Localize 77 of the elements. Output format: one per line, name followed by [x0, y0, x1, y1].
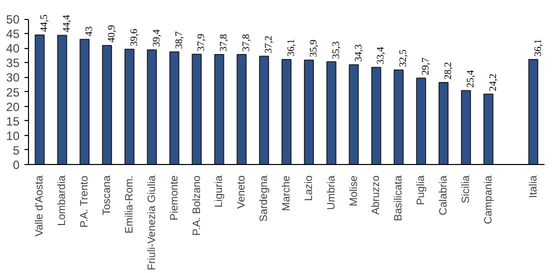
- x-tick-label: Italia: [527, 175, 540, 198]
- x-tick-label: Sardegna: [258, 175, 270, 222]
- x-tick-label: Toscana: [101, 175, 114, 216]
- bar: [80, 38, 90, 164]
- data-label: 39,4: [151, 29, 162, 47]
- bar: [102, 45, 112, 164]
- data-label: 37,8: [241, 34, 252, 52]
- data-label: 39,6: [128, 28, 140, 46]
- bar: [348, 64, 359, 164]
- bar: [394, 69, 404, 164]
- bar: [124, 48, 134, 164]
- data-label: 38,7: [174, 31, 185, 49]
- x-tick-label: Lazio: [302, 175, 315, 201]
- bar: [460, 90, 471, 164]
- x-tick-label: Liguria: [213, 175, 226, 208]
- bar: [146, 49, 157, 164]
- x-tick-label: Valle d'Aosta: [34, 175, 46, 237]
- x-tick-label: Basilicata: [392, 175, 405, 222]
- x-tick-label: Marche: [280, 175, 292, 212]
- data-label: 36,1: [532, 38, 544, 56]
- bar: [259, 56, 270, 164]
- x-tick-label: Campania: [482, 175, 494, 224]
- data-label: 34,3: [353, 44, 364, 62]
- bar: [483, 94, 494, 164]
- data-label: 44,5: [39, 14, 50, 32]
- data-label: 33,4: [376, 46, 387, 64]
- bar: [192, 54, 202, 164]
- data-label: 36,1: [286, 38, 297, 56]
- x-tick-label: Umbria: [325, 175, 338, 210]
- data-label: 24,2: [488, 74, 499, 92]
- y-tick-label: 50: [6, 12, 20, 27]
- y-tick-label: 35: [6, 56, 20, 70]
- y-tick-label: 15: [6, 114, 20, 128]
- x-tick-label: Emilia-Rom.: [123, 175, 136, 234]
- data-label: 37,9: [196, 34, 208, 52]
- bar: [57, 34, 68, 164]
- bar: [416, 78, 426, 164]
- bar: [438, 82, 449, 164]
- y-tick-label: 40: [6, 42, 20, 56]
- bar: [169, 51, 180, 164]
- x-tick-label: Puglia: [415, 175, 428, 206]
- bar: [282, 58, 292, 164]
- x-tick-label: Calabria: [438, 175, 450, 216]
- bar: [236, 54, 247, 164]
- x-tick-label: Sicilia: [460, 175, 472, 204]
- y-tick-label: 10: [6, 128, 20, 143]
- bar: [34, 34, 45, 164]
- bar: [371, 66, 382, 164]
- data-label: 44,4: [62, 14, 73, 32]
- y-tick-label: 25: [6, 85, 20, 100]
- y-tick-label: 30: [6, 70, 20, 85]
- x-tick-label: Veneto: [236, 175, 248, 209]
- data-label: 35,3: [330, 41, 342, 59]
- x-tick-label: Piemonte: [168, 175, 180, 221]
- data-label: 37,2: [264, 36, 275, 54]
- x-tick-label: Lombardia: [56, 175, 68, 226]
- x-tick-label: Abruzzo: [370, 175, 382, 215]
- data-label: 28,2: [443, 62, 454, 80]
- y-tick-label: 5: [12, 143, 20, 158]
- data-label: 35,9: [308, 40, 320, 58]
- x-tick-label: Friuli-Venezia Giulia: [146, 175, 158, 270]
- x-tick-label: P.A. Trento: [78, 176, 91, 228]
- x-tick-label: P.A. Bolzano: [190, 175, 203, 236]
- data-label: 43: [84, 26, 96, 36]
- y-tick-label: 20: [6, 100, 20, 114]
- data-label: 29,7: [420, 58, 432, 76]
- data-label: 25,4: [465, 70, 476, 88]
- y-tick-label: 45: [6, 27, 20, 42]
- bar: [214, 54, 224, 164]
- y-tick-label: 0: [12, 158, 20, 172]
- bar: [326, 61, 336, 164]
- x-tick-label: Molise: [348, 175, 360, 206]
- data-label: 40,9: [106, 25, 118, 43]
- data-label: 32,5: [398, 49, 410, 67]
- bar: [528, 58, 538, 164]
- data-label: 37,8: [218, 34, 230, 52]
- bar: [304, 60, 314, 164]
